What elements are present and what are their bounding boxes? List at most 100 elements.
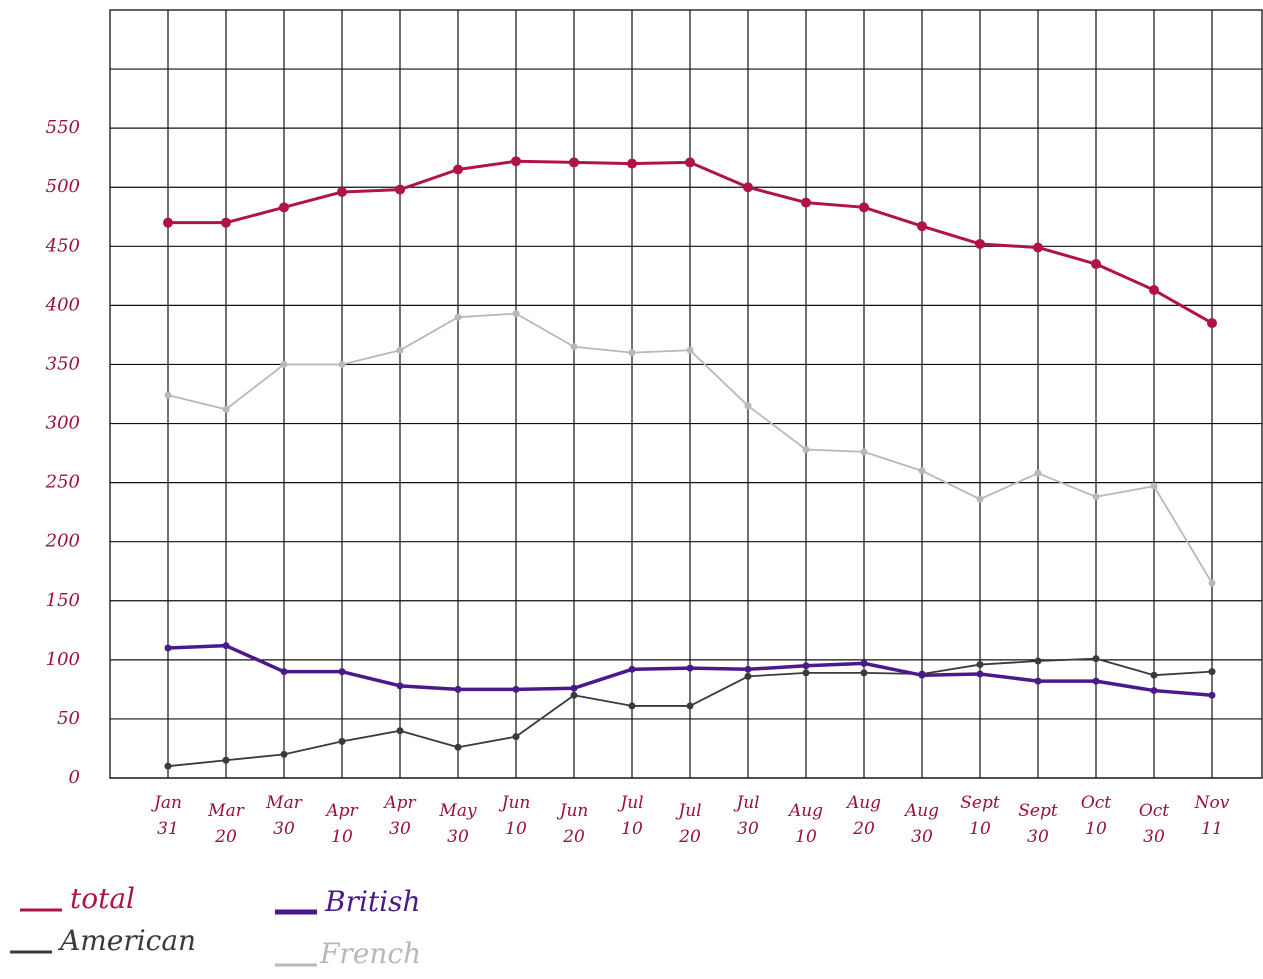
y-tick-label: 550 xyxy=(46,117,80,138)
point xyxy=(280,360,288,368)
point xyxy=(802,669,810,677)
point xyxy=(744,665,752,673)
point xyxy=(280,750,288,758)
point xyxy=(570,684,578,692)
point xyxy=(1150,687,1158,695)
point xyxy=(1208,668,1216,676)
point xyxy=(453,164,463,175)
y-tick-label: 200 xyxy=(45,531,80,552)
point xyxy=(222,405,230,413)
point xyxy=(686,346,694,354)
point xyxy=(279,202,289,213)
x-tick-label: Aug 10 xyxy=(788,801,824,847)
y-tick-label: 150 xyxy=(46,590,80,611)
point xyxy=(628,702,636,710)
point xyxy=(512,733,520,741)
point xyxy=(221,217,231,228)
point xyxy=(1033,242,1043,253)
point xyxy=(744,402,752,410)
point xyxy=(338,668,346,676)
point xyxy=(164,391,172,399)
x-tick-label: Mar 20 xyxy=(208,801,244,847)
x-tick-label: Sept 10 xyxy=(960,793,1000,839)
point xyxy=(338,737,346,745)
point xyxy=(454,685,462,693)
point xyxy=(454,313,462,321)
point xyxy=(396,682,404,690)
point xyxy=(337,186,347,197)
point xyxy=(1034,657,1042,665)
x-tick-label: Jul 30 xyxy=(736,793,760,839)
point xyxy=(454,743,462,751)
point xyxy=(860,659,868,667)
point xyxy=(918,671,926,679)
point xyxy=(1034,677,1042,685)
point xyxy=(918,467,926,475)
point xyxy=(976,661,984,669)
point xyxy=(860,448,868,456)
y-tick-label: 50 xyxy=(57,708,80,729)
point xyxy=(976,495,984,503)
x-tick-label: Oct 10 xyxy=(1080,793,1112,839)
point xyxy=(569,157,579,168)
point xyxy=(917,221,927,232)
x-tick-label: Jun 20 xyxy=(559,801,589,847)
point xyxy=(222,756,230,764)
y-tick-label: 450 xyxy=(45,235,80,256)
point xyxy=(222,642,230,650)
y-tick-label: 300 xyxy=(46,413,80,434)
plot-frame xyxy=(109,9,1263,779)
point xyxy=(512,310,520,318)
x-tick-label: Sept 30 xyxy=(1018,801,1058,847)
y-tick-label: 250 xyxy=(45,472,80,493)
point xyxy=(164,762,172,770)
point xyxy=(163,217,173,228)
point xyxy=(743,182,753,193)
legend-label: British xyxy=(325,885,421,918)
point xyxy=(1150,482,1158,490)
point xyxy=(802,446,810,454)
y-tick-label: 0 xyxy=(69,767,80,788)
point xyxy=(801,197,811,208)
point xyxy=(802,662,810,670)
legend-label: French xyxy=(320,937,422,970)
point xyxy=(570,691,578,699)
point xyxy=(395,184,405,195)
x-tick-label: Jun 10 xyxy=(501,793,531,839)
x-tick-label: Jul 20 xyxy=(678,801,702,847)
point xyxy=(1150,671,1158,679)
point xyxy=(1208,579,1216,587)
point xyxy=(570,343,578,351)
point xyxy=(396,727,404,735)
point xyxy=(1092,677,1100,685)
point xyxy=(686,664,694,672)
x-tick-label: Apr 30 xyxy=(384,793,416,839)
x-tick-label: Nov 11 xyxy=(1194,793,1230,839)
x-tick-label: Apr 10 xyxy=(326,801,358,847)
y-tick-label: 350 xyxy=(46,353,80,374)
x-tick-label: Mar 30 xyxy=(266,793,302,839)
y-tick-label: 100 xyxy=(46,649,80,670)
point xyxy=(975,238,985,249)
point xyxy=(627,158,637,169)
point xyxy=(744,672,752,680)
point xyxy=(686,702,694,710)
point xyxy=(860,669,868,677)
point xyxy=(280,668,288,676)
point xyxy=(1092,493,1100,501)
point xyxy=(396,346,404,354)
point xyxy=(1034,469,1042,477)
point xyxy=(1091,259,1101,270)
legend-label: American xyxy=(60,924,197,957)
point xyxy=(976,670,984,678)
x-tick-label: Jan 31 xyxy=(154,793,182,839)
x-tick-label: Jul 10 xyxy=(620,793,644,839)
x-tick-label: Aug 30 xyxy=(904,801,940,847)
legend-label: total xyxy=(70,882,136,915)
point xyxy=(1092,655,1100,663)
x-tick-label: Aug 20 xyxy=(846,793,882,839)
y-tick-label: 500 xyxy=(46,176,80,197)
point xyxy=(512,685,520,693)
